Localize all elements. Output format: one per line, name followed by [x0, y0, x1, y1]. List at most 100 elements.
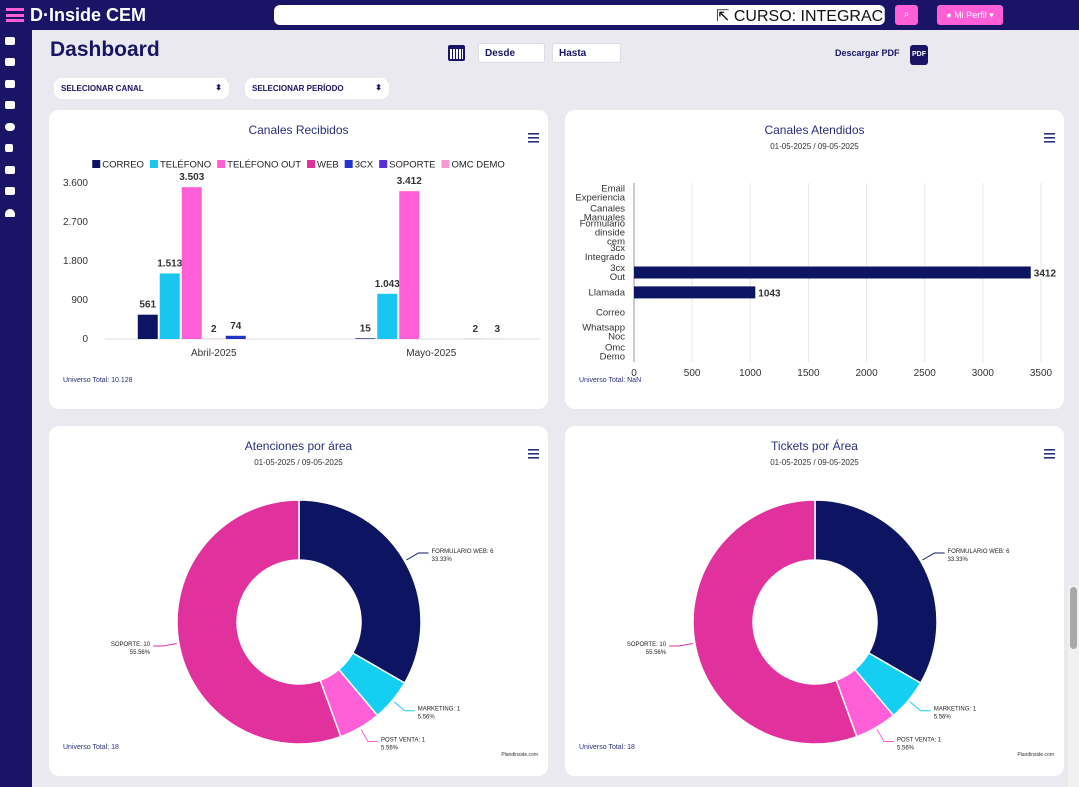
nav-monitor[interactable]: [5, 80, 15, 88]
chart-menu[interactable]: [1044, 133, 1055, 143]
profile-button[interactable]: ● Mi Perfil ▾: [937, 5, 1003, 25]
leader-line: [406, 552, 429, 561]
data-label: MARKETING: 1: [418, 707, 461, 713]
bar: [399, 191, 420, 339]
date-to[interactable]: Hasta: [552, 43, 621, 63]
card: Canales Atendidos 01-05-2025 / 09-05-2025…: [565, 110, 1064, 409]
y-tick-label: 3cx Integrado: [585, 243, 625, 263]
legend-item[interactable]: TELÉFONO: [149, 160, 211, 171]
nav-screens[interactable]: [5, 101, 15, 109]
legend-item[interactable]: SOPORTE: [379, 160, 435, 171]
chart-menu[interactable]: [528, 133, 539, 143]
nav-settings[interactable]: [5, 58, 15, 66]
period-select[interactable]: SELECIONAR PERÍODO: [245, 78, 389, 99]
date-from[interactable]: Desde: [478, 43, 545, 63]
y-tick-label: Omc Demo: [600, 343, 626, 363]
chart-subtitle: 01-05-2025 / 09-05-2025: [770, 142, 859, 151]
logo: D·Inside CEM: [30, 5, 147, 25]
x-tick-label: 0: [631, 368, 637, 379]
y-tick-label: Llamada: [589, 287, 626, 298]
legend-item[interactable]: 3CX: [344, 160, 374, 171]
nav-list[interactable]: [5, 187, 15, 195]
legend: CORREO TELÉFONO TELÉFONO OUT WEB 3CX SOPORTE O…: [92, 160, 505, 171]
nav-chart[interactable]: [5, 166, 15, 174]
chart-menu[interactable]: [528, 449, 539, 459]
total-label: Universo Total: 10.128: [63, 377, 133, 384]
value-label: 3: [494, 324, 500, 335]
legend-item[interactable]: CORREO: [92, 160, 144, 171]
y-tick-label: 900: [71, 295, 88, 306]
value-label: 3412: [1034, 269, 1057, 280]
legend-swatch: [344, 160, 353, 168]
nav-files[interactable]: [5, 144, 13, 152]
legend-label: OMC DEMO: [451, 160, 504, 171]
value-label: 15: [360, 323, 372, 334]
chart-title: Atenciones por área: [245, 439, 353, 453]
y-tick-label: Email Experiencia: [575, 183, 625, 203]
nav-reports[interactable]: [5, 123, 15, 131]
menu-button[interactable]: [6, 8, 24, 22]
calendar-icon[interactable]: [448, 45, 465, 61]
y-tick-label: Whatsapp Noc: [582, 323, 625, 343]
chart-subtitle: 01-05-2025 / 09-05-2025: [770, 458, 859, 467]
leader-line: [922, 552, 945, 561]
x-tick-label: 1000: [739, 368, 762, 379]
legend-item[interactable]: TELÉFONO OUT: [217, 160, 301, 171]
percent-label: 5.56%: [381, 746, 399, 752]
menu-line: [1044, 457, 1055, 459]
credit: Plandinside.com: [501, 752, 538, 758]
chart-menu[interactable]: [1044, 449, 1055, 459]
leader-line: [876, 729, 894, 743]
data-label: FORMULARIO WEB: 6: [432, 549, 495, 555]
y-tick-label: Formulario dinside cem: [580, 219, 625, 248]
leader-line: [669, 643, 693, 647]
value-label: 74: [230, 321, 242, 332]
leader-line: [909, 701, 931, 712]
legend-item[interactable]: OMC DEMO: [441, 160, 505, 171]
legend-label: WEB: [317, 160, 339, 171]
search-value: CURSO: INTEGRACIÓ: [733, 8, 885, 25]
y-tick-label: 1.800: [63, 256, 88, 267]
chart: Atenciones por área 01-05-2025 / 09-05-20…: [63, 439, 539, 758]
data-label: SOPORTE: 10: [111, 642, 151, 648]
channel-select[interactable]: SELECIONAR CANAL: [54, 78, 229, 99]
bar: [225, 335, 246, 339]
bar: [377, 293, 398, 339]
legend-swatch: [149, 160, 158, 168]
card: Atenciones por área 01-05-2025 / 09-05-20…: [49, 426, 548, 776]
legend-swatch: [217, 160, 226, 168]
chart: Tickets por Área 01-05-2025 / 09-05-2025 U…: [579, 438, 1055, 758]
legend-swatch: [307, 160, 316, 168]
percent-label: 33.33%: [432, 557, 453, 563]
chart-title: Tickets por Área: [771, 438, 858, 453]
menu-line: [528, 133, 539, 135]
chart-title: Canales Recibidos: [248, 123, 348, 137]
x-tick-label: 2500: [914, 368, 937, 379]
leader-line: [360, 729, 378, 743]
bar: [634, 286, 756, 299]
legend-item[interactable]: WEB: [307, 160, 339, 171]
bar: [137, 314, 158, 339]
legend-label: TELÉFONO OUT: [227, 160, 301, 171]
download-label[interactable]: Descargar PDF: [835, 48, 900, 58]
menu-line: [1044, 137, 1055, 139]
card: Tickets por Área 01-05-2025 / 09-05-2025 U…: [565, 426, 1064, 776]
data-label: POST VENTA: 1: [381, 738, 426, 744]
total-label: Universo Total: 18: [63, 744, 119, 751]
nav-alerts[interactable]: [5, 209, 15, 217]
nav-home[interactable]: [5, 37, 15, 45]
legend-label: 3CX: [355, 160, 374, 171]
pdf-icon[interactable]: PDF: [910, 45, 928, 65]
x-tick-label: 1500: [797, 368, 820, 379]
scrollbar[interactable]: [1068, 585, 1079, 787]
value-label: 1043: [758, 288, 781, 299]
card: Canales Recibidos Universo Total: 10.128 0…: [49, 110, 548, 409]
donut-slice: [298, 499, 422, 685]
percent-label: 33.33%: [948, 557, 969, 563]
search-box[interactable]: ⇱ CURSO: INTEGRACIÓ: [274, 5, 885, 25]
leader-line: [393, 701, 415, 712]
percent-label: 5.56%: [934, 715, 952, 721]
bar: [634, 266, 1031, 279]
search-button[interactable]: ⌕: [895, 5, 918, 25]
chart: Canales Atendidos 01-05-2025 / 09-05-2025…: [575, 123, 1057, 384]
